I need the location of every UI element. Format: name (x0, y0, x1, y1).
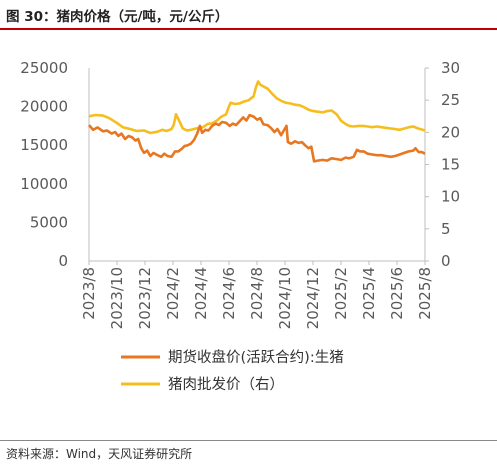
series-line-wholesale-price (88, 80, 426, 135)
right-y-tick-label: 30 (441, 59, 460, 77)
left-y-tick-label: 15000 (20, 136, 68, 154)
x-tick-label: 2024/10 (276, 267, 294, 329)
x-tick-label: 2024/12 (304, 267, 322, 329)
legend-label: 猪肉批发价（右） (168, 376, 284, 393)
left-y-tick-label: 20000 (20, 98, 68, 116)
right-y-tick-label: 10 (441, 188, 460, 206)
right-y-tick-label: 5 (441, 220, 451, 238)
x-tick-label: 2024/4 (192, 267, 210, 320)
x-tick-label: 2024/8 (248, 267, 266, 320)
footer-rule (0, 440, 497, 441)
right-y-tick-label: 20 (441, 123, 460, 141)
x-tick-label: 2024/6 (220, 267, 238, 320)
x-tick-label: 2025/2 (332, 267, 350, 320)
right-y-tick-label: 25 (441, 91, 460, 109)
title-rule (0, 28, 497, 30)
series-line-futures-price (88, 113, 426, 163)
right-y-tick-label: 0 (441, 252, 451, 270)
left-y-tick-label: 0 (58, 252, 68, 270)
x-tick-label: 2023/8 (80, 267, 98, 320)
source-note: 资料来源：Wind，天风证券研究所 (6, 447, 193, 461)
right-y-tick-label: 15 (441, 156, 460, 174)
x-tick-label: 2025/8 (416, 267, 434, 320)
x-tick-label: 2025/4 (360, 267, 378, 320)
x-tick-label: 2025/6 (388, 267, 406, 320)
left-y-tick-label: 25000 (20, 59, 68, 77)
legend-label: 期货收盘价(活跃合约):生猪 (168, 348, 344, 366)
figure-title: 图 30：猪肉价格（元/吨，元/公斤） (6, 9, 229, 25)
x-tick-label: 2023/10 (108, 267, 126, 329)
x-tick-label: 2023/12 (136, 267, 154, 329)
left-y-tick-label: 5000 (30, 213, 68, 231)
pork-price-chart: 0 5000 10000 15000 20000 25000 0 5 10 15 20 25 30 202… (20, 59, 460, 393)
left-y-tick-label: 10000 (20, 175, 68, 193)
x-tick-label: 2024/2 (164, 267, 182, 320)
